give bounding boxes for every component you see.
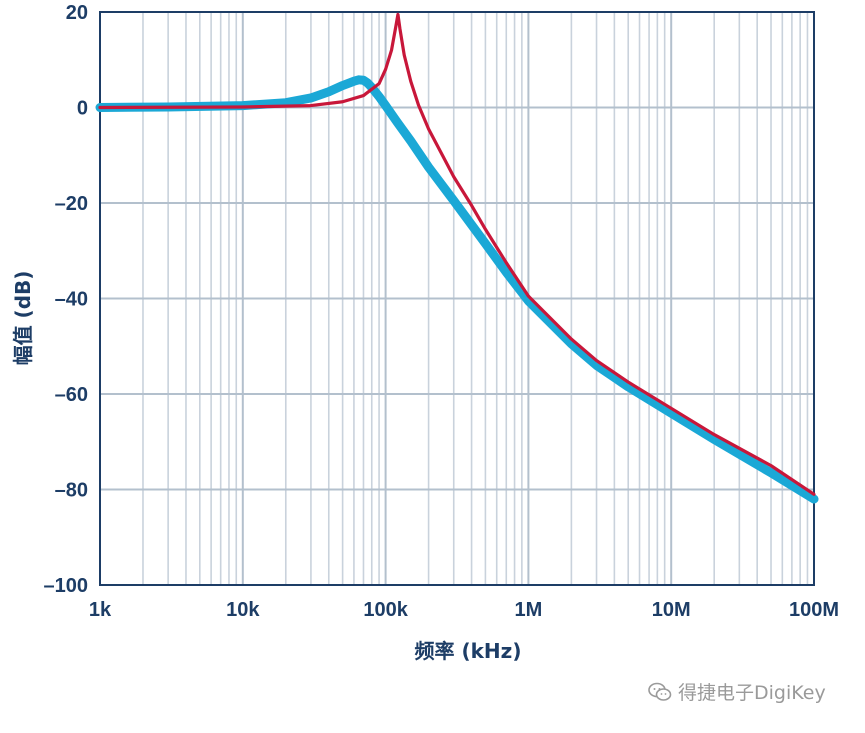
y-tick-label: –100 (44, 575, 89, 597)
y-tick-label: –40 (55, 289, 88, 311)
watermark: 得捷电子DigiKey (648, 678, 826, 705)
x-tick-label: 100M (789, 599, 839, 621)
wechat-icon (648, 682, 672, 701)
y-tick-label: –80 (55, 480, 88, 502)
x-tick-label: 1k (89, 599, 112, 621)
series-line-1 (95, 75, 819, 504)
major-gridlines (99, 11, 815, 586)
x-tick-label: 10M (652, 599, 691, 621)
y-tick-labels: 20 0 –20 –40 –60 –80 –100 (44, 2, 89, 597)
plot-border (99, 11, 815, 586)
x-tick-label: 100k (363, 599, 408, 621)
x-tick-label: 1M (515, 599, 543, 621)
x-axis-title: 频率 (kHz) (415, 639, 522, 663)
x-tick-labels: 1k 10k 100k 1M 10M 100M (89, 599, 839, 621)
y-tick-label: 20 (66, 2, 88, 24)
watermark-text: 得捷电子DigiKey (678, 682, 826, 704)
y-tick-label: 0 (77, 98, 88, 120)
x-tick-label: 10k (226, 599, 260, 621)
series-line-2 (98, 12, 816, 496)
series-layer (95, 12, 819, 504)
y-axis-title: 幅值 (dB) (11, 271, 35, 366)
y-tick-label: –20 (55, 193, 88, 215)
y-tick-label: –60 (55, 384, 88, 406)
